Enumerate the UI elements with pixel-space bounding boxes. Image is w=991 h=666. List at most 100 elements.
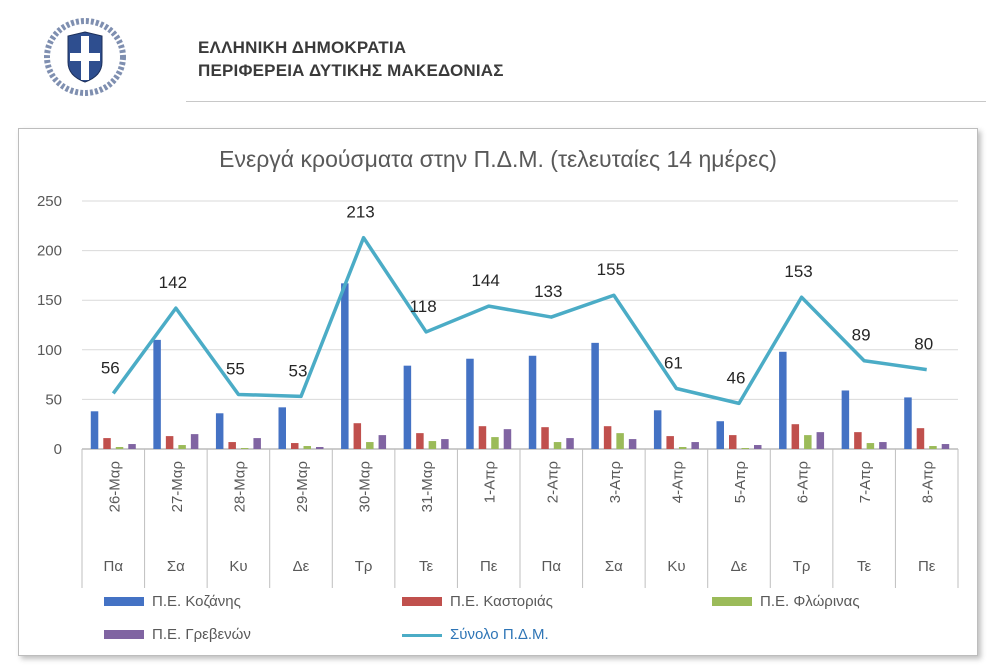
bar-2 <box>854 432 862 449</box>
bar-3 <box>616 433 624 449</box>
bar-1 <box>215 413 224 449</box>
bar-4 <box>128 444 136 449</box>
day-label: Δε <box>293 558 310 575</box>
x-tick-label: 7-Απρ <box>857 461 874 503</box>
bar-1 <box>528 355 537 449</box>
bar-1 <box>904 397 912 449</box>
bar-2 <box>291 443 299 449</box>
bar-2 <box>666 436 674 449</box>
x-tick-label: 8-Απρ <box>920 461 937 503</box>
legend-label: Π.Ε. Φλώρινας <box>760 593 860 610</box>
x-tick-label: 6-Απρ <box>795 461 812 503</box>
legend-swatch <box>104 597 144 606</box>
y-tick-label: 50 <box>45 391 62 408</box>
x-tick-label: 5-Απρ <box>732 461 749 503</box>
day-label: Τρ <box>793 558 811 575</box>
y-tick-label: 100 <box>37 342 62 359</box>
y-tick-label: 250 <box>37 193 62 210</box>
x-tick-label: 27-Μαρ <box>169 461 186 512</box>
data-label: 46 <box>727 368 746 387</box>
legend-swatch <box>402 597 442 606</box>
bar-1 <box>153 339 161 449</box>
data-label: 56 <box>101 358 120 377</box>
bar-2 <box>729 435 737 449</box>
day-label: Τε <box>419 558 434 575</box>
x-tick-label: 2-Απρ <box>544 461 561 503</box>
x-tick-label: 28-Μαρ <box>231 461 248 512</box>
data-label: 55 <box>226 359 245 378</box>
header-divider <box>186 101 986 102</box>
page-header: ΕΛΛΗΝΙΚΗ ΔΗΜΟΚΡΑΤΙΑ ΠΕΡΙΦΕΡΕΙΑ ΔΥΤΙΚΗΣ Μ… <box>0 0 991 110</box>
y-tick-label: 150 <box>37 292 62 309</box>
bar-2 <box>478 426 487 449</box>
day-label: Τε <box>857 558 872 575</box>
legend-swatch <box>402 634 442 637</box>
data-label: 142 <box>159 273 187 292</box>
day-label: Κυ <box>667 558 685 575</box>
data-label: 144 <box>472 271 500 290</box>
day-label: Πε <box>918 558 936 575</box>
x-tick-label: 26-Μαρ <box>106 461 123 512</box>
bar-4 <box>754 445 762 449</box>
greek-emblem-icon <box>44 18 126 96</box>
legend-swatch <box>104 630 144 639</box>
chart-title: Ενεργά κρούσματα στην Π.Δ.Μ. (τελευταίες… <box>219 146 777 172</box>
x-tick-label: 31-Μαρ <box>419 461 436 512</box>
data-label: 53 <box>289 361 308 380</box>
bar-4 <box>816 432 825 449</box>
data-label: 89 <box>852 326 871 345</box>
bar-4 <box>879 442 887 449</box>
bar-3 <box>178 445 186 449</box>
bar-1 <box>716 421 724 449</box>
data-label: 133 <box>534 282 562 301</box>
day-label: Κυ <box>229 558 247 575</box>
header-line-1: ΕΛΛΗΝΙΚΗ ΔΗΜΟΚΡΑΤΙΑ <box>198 38 407 57</box>
bar-4 <box>316 447 324 449</box>
bar-2 <box>603 426 612 449</box>
bar-2 <box>416 433 424 449</box>
bar-2 <box>165 436 174 449</box>
x-tick-label: 4-Απρ <box>669 461 686 503</box>
bar-3 <box>366 442 374 449</box>
bar-2 <box>353 423 362 449</box>
bar-4 <box>378 435 387 449</box>
bar-4 <box>441 439 449 449</box>
bar-3 <box>491 437 499 449</box>
legend-label: Π.Ε. Καστοριάς <box>450 593 553 610</box>
data-label: 153 <box>784 262 812 281</box>
bar-3 <box>428 441 437 449</box>
x-tick-label: 30-Μαρ <box>357 461 374 512</box>
bar-4 <box>628 439 637 449</box>
bar-1 <box>90 411 99 449</box>
bar-1 <box>591 342 599 449</box>
day-label: Πε <box>480 558 498 575</box>
bar-1 <box>403 365 412 449</box>
day-label: Πα <box>542 558 562 575</box>
day-label: Σα <box>167 558 185 575</box>
bar-2 <box>103 438 111 449</box>
data-label: 61 <box>664 353 683 372</box>
data-label: 80 <box>914 335 933 354</box>
bar-3 <box>804 435 812 449</box>
bar-2 <box>228 442 236 449</box>
bar-1 <box>341 283 349 449</box>
bar-3 <box>115 447 124 449</box>
data-label: 155 <box>597 260 625 279</box>
day-label: Τρ <box>355 558 373 575</box>
bar-4 <box>691 442 699 449</box>
day-label: Σα <box>605 558 623 575</box>
x-tick-label: 29-Μαρ <box>294 461 311 512</box>
bar-2 <box>791 424 800 449</box>
y-tick-label: 0 <box>54 441 62 458</box>
bar-4 <box>503 429 512 449</box>
bar-2 <box>916 428 925 449</box>
bar-3 <box>741 448 749 449</box>
header-line-2: ΠΕΡΙΦΕΡΕΙΑ ΔΥΤΙΚΗΣ ΜΑΚΕΔΟΝΙΑΣ <box>198 61 504 80</box>
bar-1 <box>653 410 662 449</box>
x-tick-label: 1-Απρ <box>482 461 499 503</box>
bar-1 <box>779 351 787 449</box>
bar-3 <box>303 446 311 449</box>
bar-2 <box>541 427 549 449</box>
bar-4 <box>190 434 199 449</box>
